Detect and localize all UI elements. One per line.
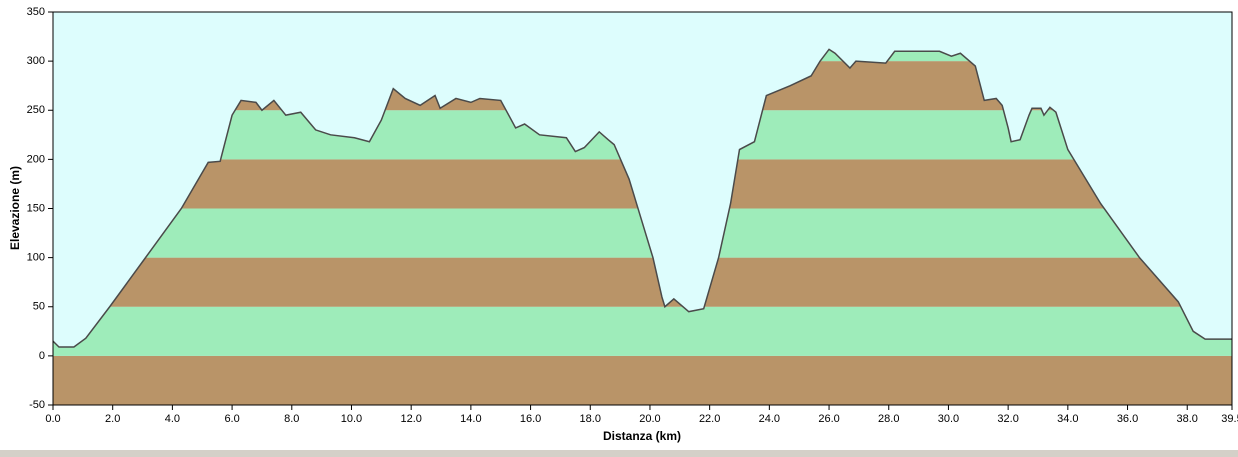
- y-tick-label: 250: [27, 104, 45, 116]
- x-tick-label: 10.0: [341, 413, 362, 425]
- y-tick-label: 150: [27, 202, 45, 214]
- x-tick-label: 34.0: [1057, 413, 1078, 425]
- y-tick-label: 200: [27, 153, 45, 165]
- x-tick-label: 2.0: [105, 413, 120, 425]
- y-tick-label: -50: [29, 399, 45, 411]
- x-tick-label: 30.0: [938, 413, 959, 425]
- y-axis-label: Elevazione (m): [8, 166, 22, 250]
- x-tick-label: 20.0: [639, 413, 660, 425]
- x-tick-label: 18.0: [580, 413, 601, 425]
- x-tick-label: 16.0: [520, 413, 541, 425]
- x-tick-label: 6.0: [224, 413, 239, 425]
- y-tick-label: 300: [27, 55, 45, 67]
- x-tick-label: 24.0: [759, 413, 780, 425]
- x-tick-label: 39.5: [1221, 413, 1238, 425]
- x-tick-label: 8.0: [284, 413, 299, 425]
- x-tick-label: 12.0: [400, 413, 421, 425]
- x-tick-label: 38.0: [1177, 413, 1198, 425]
- x-axis-label: Distanza (km): [603, 429, 681, 443]
- x-tick-label: 32.0: [997, 413, 1018, 425]
- x-tick-label: 36.0: [1117, 413, 1138, 425]
- elevation-profile: [52, 48, 1232, 348]
- y-tick-label: 350: [27, 6, 45, 18]
- y-tick-label: 0: [39, 350, 45, 362]
- y-tick-label: 100: [27, 252, 45, 264]
- elevation-band: [53, 306, 1232, 356]
- y-tick-label: 50: [33, 301, 45, 313]
- x-tick-label: 0.0: [45, 413, 60, 425]
- elevation-band: [53, 355, 1232, 405]
- x-tick-label: 4.0: [165, 413, 180, 425]
- x-tick-label: 14.0: [460, 413, 481, 425]
- x-tick-label: 22.0: [699, 413, 720, 425]
- elevation-band: [53, 257, 1232, 307]
- x-tick-label: 26.0: [818, 413, 839, 425]
- x-tick-label: 28.0: [878, 413, 899, 425]
